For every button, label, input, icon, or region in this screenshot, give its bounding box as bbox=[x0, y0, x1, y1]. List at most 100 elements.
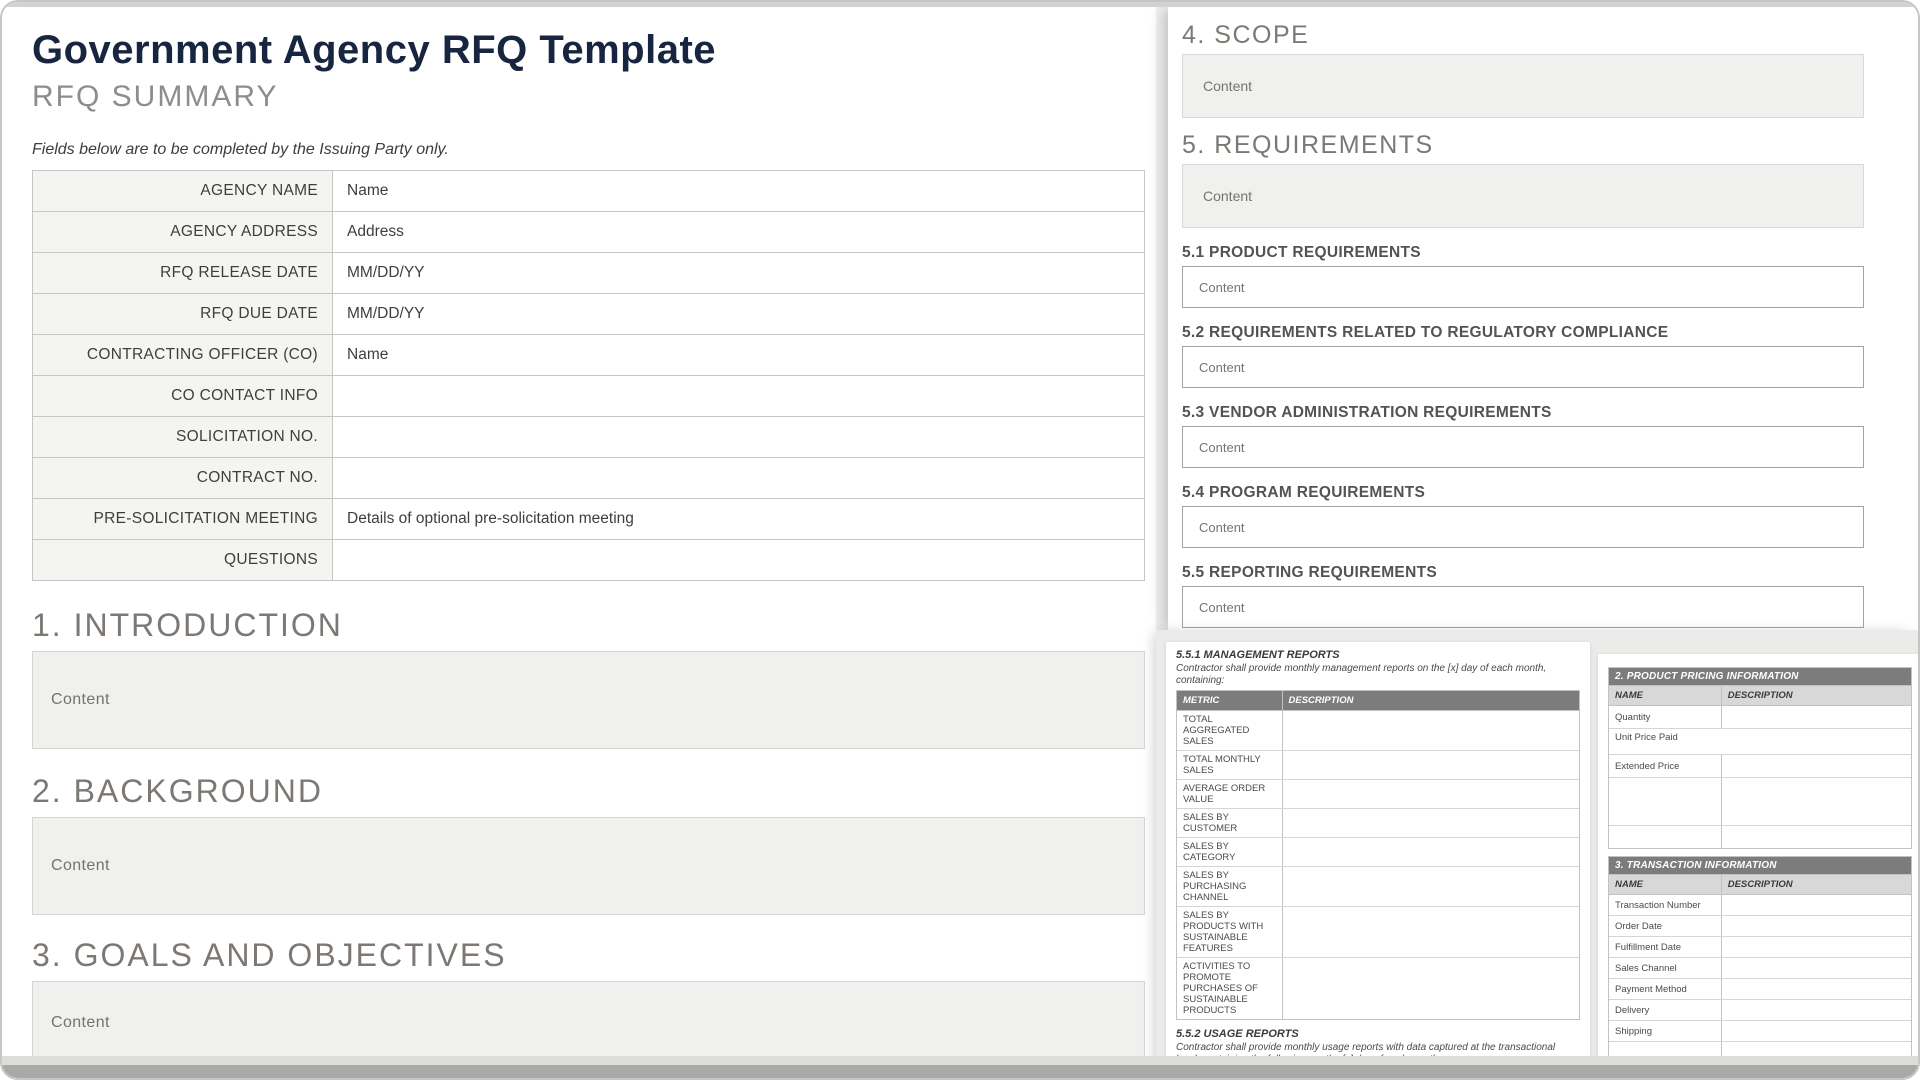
summary-table-row: RFQ DUE DATE MM/DD/YY bbox=[33, 294, 1144, 335]
table-row: ACTIVITIES TO PROMOTE PURCHASES OF SUSTA… bbox=[1177, 958, 1579, 1020]
summary-row-value[interactable]: Address bbox=[347, 223, 404, 240]
table-name-cell: Transaction Number bbox=[1615, 899, 1701, 911]
summary-row-label: SOLICITATION NO. bbox=[33, 417, 333, 457]
frame-bottom-strip-dark bbox=[2, 1065, 1918, 1078]
summary-row-label: RFQ DUE DATE bbox=[33, 294, 333, 334]
table-row: Shipping bbox=[1609, 1021, 1911, 1042]
table-description-cell[interactable] bbox=[1720, 1021, 1911, 1041]
summary-row-value[interactable]: Name bbox=[347, 182, 389, 199]
table-description-cell[interactable] bbox=[1281, 838, 1579, 866]
page1-sections: 1. INTRODUCTION Content 2. BACKGROUND Conte… bbox=[32, 607, 1145, 1065]
page2-subsection: 5.5 REPORTING REQUIREMENTS Content bbox=[1182, 564, 1864, 628]
summary-row-label: CONTRACT NO. bbox=[33, 458, 333, 498]
page2-subsection: 5.4 PROGRAM REQUIREMENTS Content bbox=[1182, 484, 1864, 548]
table-header-row: NAME DESCRIPTION bbox=[1609, 686, 1911, 706]
table-name-cell: Quantity bbox=[1615, 711, 1651, 723]
table-description-cell[interactable] bbox=[1720, 979, 1911, 999]
summary-row-value[interactable]: MM/DD/YY bbox=[347, 305, 425, 322]
table-name-cell: ACTIVITIES TO PROMOTE PURCHASES OF SUSTA… bbox=[1183, 961, 1258, 1016]
table-row: Order Date bbox=[1609, 916, 1911, 937]
page2-subsection: 5.2 REQUIREMENTS RELATED TO REGULATORY C… bbox=[1182, 324, 1864, 388]
table-name-cell[interactable] bbox=[1609, 778, 1721, 825]
table-description-cell[interactable] bbox=[1720, 937, 1911, 957]
table-description-cell[interactable] bbox=[1720, 958, 1911, 978]
table-row: Sales Channel bbox=[1609, 958, 1911, 979]
subsection-content-box[interactable]: Content bbox=[1182, 426, 1864, 468]
page1-section: 1. INTRODUCTION Content bbox=[32, 607, 1145, 749]
page2-subsection: 5.1 PRODUCT REQUIREMENTS Content bbox=[1182, 244, 1864, 308]
table-row: SALES BY PRODUCTS WITH SUSTAINABLE FEATU… bbox=[1177, 907, 1579, 958]
summary-table-row: AGENCY ADDRESS Address bbox=[33, 212, 1144, 253]
section-content-box[interactable]: Content bbox=[32, 651, 1145, 749]
section-heading: 3. GOALS AND OBJECTIVES bbox=[32, 937, 507, 973]
table-description-cell[interactable] bbox=[1720, 1000, 1911, 1020]
frame-bottom-strip-light bbox=[2, 1056, 1918, 1065]
management-reports-table: METRIC DESCRIPTION TOTAL AGGREGATED SALES T… bbox=[1176, 690, 1580, 1020]
section-content-box[interactable]: Content bbox=[32, 817, 1145, 915]
summary-row-value[interactable] bbox=[333, 458, 1144, 498]
summary-row-value[interactable]: Name bbox=[347, 346, 389, 363]
summary-row-value[interactable]: MM/DD/YY bbox=[347, 264, 425, 281]
table-description-cell[interactable] bbox=[1720, 755, 1911, 777]
table-description-cell[interactable] bbox=[1720, 706, 1911, 728]
table-description-cell[interactable] bbox=[1720, 895, 1911, 915]
table-description-cell[interactable] bbox=[1720, 916, 1911, 936]
table-description-cell[interactable] bbox=[1281, 809, 1579, 837]
table-description-cell[interactable] bbox=[1281, 907, 1579, 957]
table-name-cell: SALES BY CATEGORY bbox=[1183, 841, 1236, 863]
subsection-content-box[interactable]: Content bbox=[1182, 586, 1864, 628]
subsection-heading: 5.1 PRODUCT REQUIREMENTS bbox=[1182, 244, 1421, 261]
section-heading: 1. INTRODUCTION bbox=[32, 607, 343, 643]
summary-table-row: CO CONTACT INFO bbox=[33, 376, 1144, 417]
section-heading: 5. REQUIREMENTS bbox=[1182, 131, 1434, 159]
section-content-box[interactable]: Content bbox=[1182, 164, 1864, 228]
subsection-content-box[interactable]: Content bbox=[1182, 346, 1864, 388]
transaction-information-table: 3. TRANSACTION INFORMATION NAME DESCRIPTIO… bbox=[1608, 856, 1912, 1078]
page-title: Government Agency RFQ Template bbox=[32, 28, 717, 72]
summary-table-row: CONTRACT NO. bbox=[33, 458, 1144, 499]
table-empty-row bbox=[1609, 778, 1911, 826]
summary-table-row: RFQ RELEASE DATE MM/DD/YY bbox=[33, 253, 1144, 294]
table-header-cell: DESCRIPTION bbox=[1281, 691, 1579, 710]
summary-row-value[interactable] bbox=[333, 376, 1144, 416]
table-description-cell[interactable] bbox=[1281, 958, 1579, 1019]
summary-row-value[interactable]: Details of optional pre-solicitation mee… bbox=[347, 510, 634, 527]
page-2: 4. SCOPE Content 5. REQUIREMENTS Content 5.1… bbox=[1168, 2, 1918, 634]
section-content-box[interactable]: Content bbox=[32, 981, 1145, 1065]
table-name-cell: TOTAL AGGREGATED SALES bbox=[1183, 714, 1250, 747]
table-description-cell[interactable] bbox=[1281, 751, 1579, 779]
table-row: Quantity bbox=[1609, 706, 1911, 729]
table-description-cell[interactable] bbox=[1720, 826, 1911, 848]
summary-row-value[interactable] bbox=[333, 540, 1144, 580]
section-content-box[interactable]: Content bbox=[1182, 54, 1864, 118]
table-description-cell[interactable] bbox=[1281, 711, 1579, 750]
table-row: SALES BY CATEGORY bbox=[1177, 838, 1579, 867]
rfq-summary-subtitle: RFQ SUMMARY bbox=[32, 80, 279, 113]
table-empty-row bbox=[1609, 826, 1911, 849]
subsection-heading: 5.5 REPORTING REQUIREMENTS bbox=[1182, 564, 1437, 581]
summary-table-row: QUESTIONS bbox=[33, 540, 1144, 581]
table-name-cell: Sales Channel bbox=[1615, 962, 1677, 974]
summary-row-label: AGENCY NAME bbox=[33, 171, 333, 211]
frame-top-strip bbox=[2, 2, 1918, 7]
table-row: Fulfillment Date bbox=[1609, 937, 1911, 958]
table-description-cell[interactable] bbox=[1720, 1042, 1911, 1063]
subsection-content-box[interactable]: Content bbox=[1182, 266, 1864, 308]
table-description-cell[interactable] bbox=[1720, 778, 1911, 825]
table-name-cell: Shipping bbox=[1615, 1025, 1652, 1037]
section-heading: 4. SCOPE bbox=[1182, 21, 1310, 49]
table-description-cell[interactable] bbox=[1281, 780, 1579, 808]
page2-subsection: 5.3 VENDOR ADMINISTRATION REQUIREMENTS Co… bbox=[1182, 404, 1864, 468]
table-header-cell: DESCRIPTION bbox=[1720, 686, 1911, 705]
subsection-content-box[interactable]: Content bbox=[1182, 506, 1864, 548]
usage-reports-heading: 5.5.2 USAGE REPORTS bbox=[1176, 1028, 1299, 1040]
summary-table-row: PRE-SOLICITATION MEETING Details of optio… bbox=[33, 499, 1144, 540]
summary-table-row: CONTRACTING OFFICER (CO) Name bbox=[33, 335, 1144, 376]
page-1: Government Agency RFQ Template RFQ SUMMA… bbox=[2, 2, 1156, 1078]
table-row: Payment Method bbox=[1609, 979, 1911, 1000]
summary-row-value[interactable] bbox=[333, 417, 1144, 457]
table-header-cell: NAME bbox=[1615, 690, 1643, 701]
table-description-cell[interactable] bbox=[1281, 867, 1579, 906]
table-name-cell[interactable] bbox=[1609, 826, 1721, 848]
